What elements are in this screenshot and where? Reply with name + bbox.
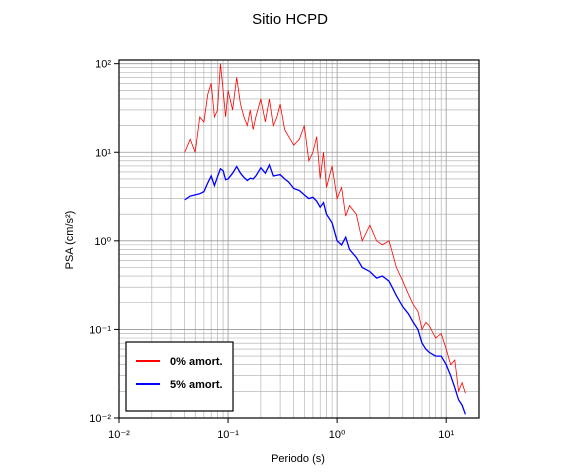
legend-label: 0% amort. [170,356,223,368]
y-axis-label: PSA (cm/s²) [64,211,76,270]
x-tick-label: 10⁻² [108,429,130,441]
y-tick-label: 10⁻² [89,413,111,425]
x-tick-label: 10⁻¹ [217,429,239,441]
y-tick-label: 10⁰ [94,236,111,248]
x-tick-label: 10⁰ [329,429,346,441]
legend-box [125,341,234,412]
plot-frame [118,59,480,419]
legend-label: 5% amort. [170,379,223,391]
legend: 0% amort. 5% amort. [125,341,234,412]
y-tick-label: 10⁻¹ [89,324,111,336]
y-tick-label: 10¹ [95,147,111,159]
x-axis-label: Periodo (s) [271,453,325,465]
data-line [184,163,467,415]
y-tick-label: 10² [95,59,111,71]
data-line [184,63,466,394]
chart-title: Sitio HCPD [252,11,328,28]
x-tick-label: 10¹ [438,429,454,441]
